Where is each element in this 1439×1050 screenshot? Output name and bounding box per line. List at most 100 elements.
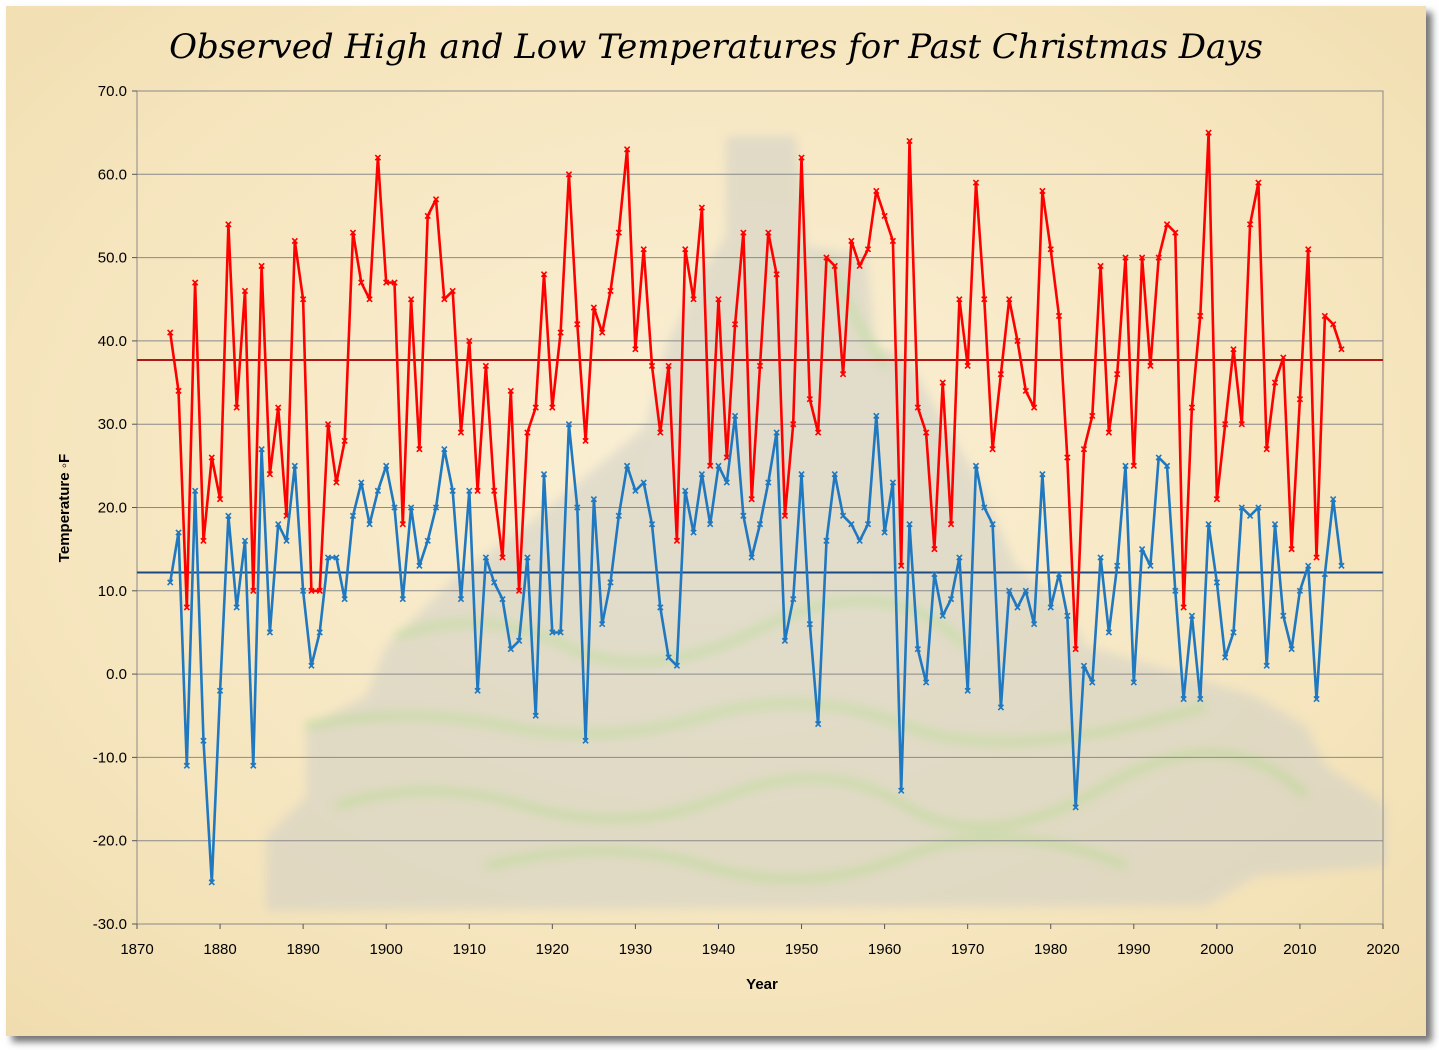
data-point-marker [898, 787, 905, 794]
series-0 [167, 129, 1345, 653]
data-point-marker [599, 620, 606, 628]
data-point-marker [208, 454, 215, 461]
data-point-marker [839, 371, 847, 378]
data-point-marker [507, 387, 514, 395]
data-point-marker [349, 229, 357, 236]
data-point-marker [706, 462, 714, 470]
data-point-marker [175, 529, 182, 536]
data-point-marker [167, 579, 174, 586]
data-point-marker [474, 687, 481, 694]
data-point-marker [1338, 346, 1345, 353]
data-point-marker [216, 496, 224, 503]
data-series [167, 129, 1345, 886]
data-point-marker [1014, 604, 1021, 611]
data-point-marker [491, 487, 498, 495]
data-point-marker [1163, 221, 1171, 228]
data-point-marker [682, 487, 689, 495]
data-point-marker [1205, 520, 1212, 528]
data-point-marker [374, 487, 382, 495]
x-tick-label: 2010 [1283, 941, 1316, 958]
data-point-marker [466, 337, 473, 345]
data-point-marker [1222, 654, 1229, 661]
data-point-marker [1039, 187, 1046, 195]
data-point-marker [1039, 471, 1046, 478]
data-point-marker [1263, 446, 1270, 453]
data-point-marker [216, 687, 224, 694]
x-tick-label: 1940 [702, 941, 735, 958]
data-point-marker [416, 446, 423, 453]
x-tick-label: 1870 [120, 941, 153, 958]
data-point-marker [814, 429, 822, 436]
data-point-marker [266, 629, 274, 636]
data-point-marker [1213, 579, 1221, 586]
data-point-marker [266, 471, 274, 478]
data-point-marker [200, 737, 207, 744]
data-point-marker [823, 254, 830, 261]
data-point-marker [632, 487, 639, 495]
data-point-marker [1064, 454, 1071, 461]
data-point-marker [790, 595, 797, 603]
data-point-marker [1263, 662, 1270, 669]
data-point-marker [1172, 229, 1179, 236]
data-point-marker [1080, 446, 1088, 453]
data-point-marker [441, 446, 448, 453]
data-point-marker [640, 246, 647, 253]
data-point-marker [1321, 312, 1329, 320]
y-tick-label: -30.0 [93, 916, 127, 933]
data-point-marker [283, 537, 290, 544]
data-point-marker [1313, 554, 1320, 561]
data-point-marker [1055, 570, 1063, 578]
data-point-marker [964, 362, 971, 370]
data-point-marker [731, 321, 739, 328]
data-point-marker [449, 487, 456, 495]
data-point-marker [615, 229, 622, 236]
data-point-marker [333, 479, 340, 486]
data-point-marker [1288, 645, 1295, 653]
data-point-marker [308, 587, 315, 594]
data-point-marker [449, 287, 456, 295]
x-tick-label: 2000 [1200, 941, 1233, 958]
data-point-marker [349, 512, 357, 519]
data-point-marker [457, 429, 465, 436]
data-point-marker [748, 496, 755, 503]
data-point-marker [1089, 412, 1096, 420]
data-point-marker [682, 246, 689, 253]
data-point-marker [183, 762, 191, 769]
data-point-marker [1155, 254, 1162, 261]
data-point-marker [399, 520, 406, 528]
data-point-marker [1147, 362, 1154, 370]
data-point-marker [706, 520, 714, 528]
y-tick-label: -10.0 [93, 749, 127, 766]
data-point-marker [250, 762, 257, 769]
data-point-marker [972, 179, 980, 186]
data-point-marker [316, 587, 323, 594]
x-tick-label: 1910 [453, 941, 486, 958]
data-point-marker [1047, 246, 1054, 253]
data-point-marker [673, 537, 681, 544]
data-point-marker [1197, 695, 1204, 703]
data-point-marker [1105, 629, 1113, 636]
data-point-marker [939, 379, 946, 386]
data-point-marker [906, 520, 913, 528]
data-point-marker [333, 554, 340, 561]
data-point-marker [466, 487, 473, 495]
data-point-marker [657, 429, 664, 436]
data-point-marker [873, 412, 880, 420]
data-point-marker [590, 496, 598, 503]
series-line [168, 414, 1343, 884]
data-point-marker [557, 329, 564, 336]
y-tick-label: -20.0 [93, 833, 127, 850]
data-point-marker [1288, 545, 1295, 553]
data-point-marker [690, 296, 697, 303]
data-point-marker [258, 262, 265, 270]
data-point-marker [1180, 695, 1187, 703]
data-point-marker [873, 187, 880, 195]
y-tick-label: 30.0 [98, 416, 127, 433]
x-tick-label: 1930 [619, 941, 652, 958]
data-point-marker [291, 237, 298, 245]
data-point-marker [1055, 312, 1063, 320]
data-point-marker [1296, 587, 1304, 594]
data-point-marker [308, 662, 315, 669]
data-point-marker [1246, 512, 1254, 519]
data-point-marker [1329, 321, 1337, 328]
